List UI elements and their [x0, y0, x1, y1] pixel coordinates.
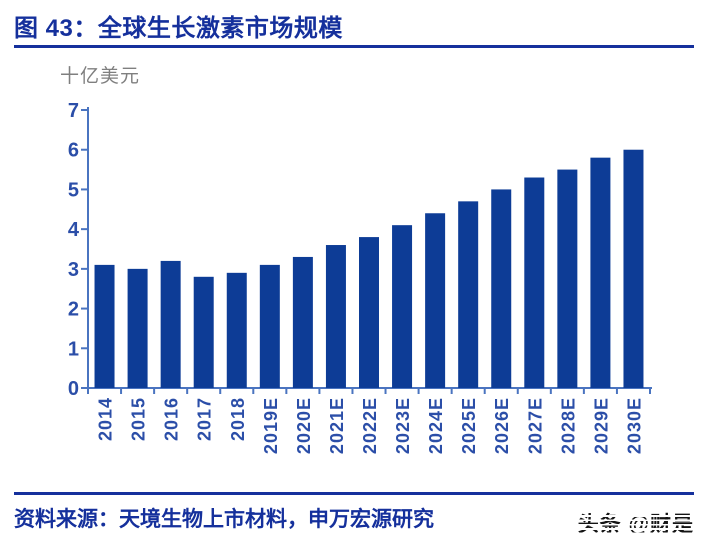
y-tick-label: 5 — [68, 179, 79, 201]
bar — [193, 276, 214, 388]
x-tick-label: 2028E — [558, 397, 578, 454]
y-tick-label: 1 — [68, 338, 79, 360]
x-tick-label: 2017 — [195, 397, 215, 441]
x-tick-label: 2029E — [591, 397, 611, 454]
bar — [325, 245, 346, 388]
footer-divider — [14, 492, 694, 495]
x-tick-label: 2019E — [261, 397, 281, 454]
source-note: 资料来源：天境生物上市材料，申万宏源研究 — [14, 508, 434, 531]
x-tick-label: 2020E — [294, 397, 314, 454]
bar — [94, 264, 115, 388]
bar — [590, 157, 611, 388]
title-underline — [14, 45, 694, 48]
y-tick-label: 4 — [68, 219, 80, 241]
watermark: 头条 @财是 — [578, 508, 694, 538]
x-tick-label: 2026E — [492, 397, 512, 454]
x-tick-label: 2030E — [624, 397, 644, 454]
x-tick-label: 2021E — [327, 397, 347, 454]
bar — [392, 225, 413, 388]
y-axis-unit-label: 十亿美元 — [60, 66, 141, 87]
x-tick-label: 2015 — [129, 397, 149, 441]
bar — [623, 149, 644, 388]
x-tick-label: 2016 — [162, 397, 182, 441]
y-tick-label: 6 — [68, 140, 79, 162]
bar — [160, 260, 181, 388]
y-tick-label: 3 — [68, 259, 79, 281]
y-tick-label: 7 — [68, 100, 79, 122]
x-tick-label: 2018 — [228, 397, 248, 441]
y-tick-label: 2 — [68, 299, 79, 321]
x-tick-label: 2027E — [525, 397, 545, 454]
bar — [458, 201, 479, 388]
bar — [259, 264, 280, 388]
bar — [524, 177, 545, 388]
x-tick-label: 2025E — [459, 397, 479, 454]
bar — [491, 189, 512, 388]
bar — [425, 213, 446, 388]
x-tick-label: 2014 — [96, 397, 116, 441]
bar — [359, 237, 379, 388]
figure-title: 图 43：全球生长激素市场规模 — [14, 15, 343, 42]
bar — [226, 272, 247, 388]
x-tick-label: 2023E — [393, 397, 413, 454]
bar — [292, 256, 313, 388]
bar — [557, 169, 578, 388]
y-tick-label: 0 — [68, 378, 79, 400]
bar — [127, 268, 148, 388]
x-tick-label: 2022E — [360, 397, 380, 454]
x-tick-label: 2024E — [426, 397, 446, 454]
